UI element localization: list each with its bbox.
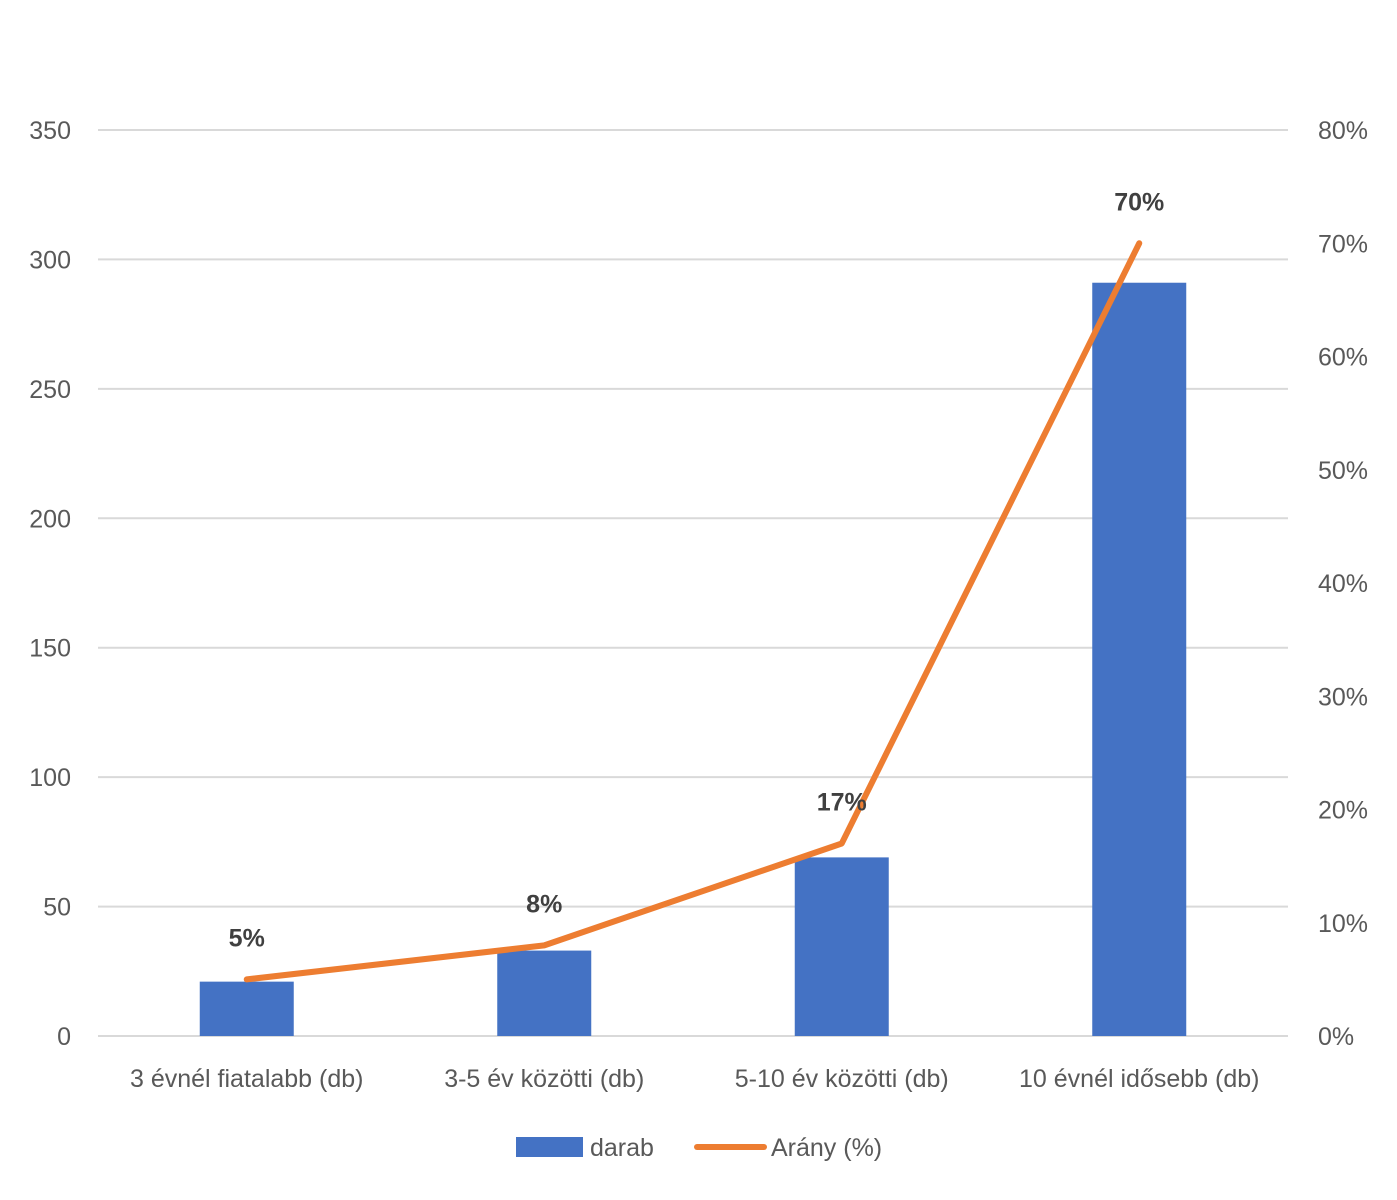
- legend-label: darab: [590, 1134, 654, 1162]
- right-axis-tick-label: 70%: [1318, 230, 1368, 258]
- right-axis-ticks: 0% 10% 20% 30% 40% 50% 60% 70% 80%: [1318, 117, 1368, 1051]
- left-axis-tick-label: 200: [29, 505, 71, 533]
- left-axis-tick-label: 50: [43, 894, 71, 922]
- line-series-arany: [243, 240, 1143, 983]
- legend-swatch-bar: [516, 1137, 583, 1157]
- left-axis-tick-label: 300: [29, 246, 71, 274]
- bar: [199, 981, 294, 1036]
- data-label: 17%: [817, 788, 867, 816]
- left-axis-tick-label: 350: [29, 117, 71, 145]
- category-label: 10 évnél idősebb (db): [1019, 1065, 1259, 1093]
- right-axis-tick-label: 0%: [1318, 1023, 1354, 1051]
- legend-label: Arány (%): [771, 1134, 882, 1162]
- bar: [497, 950, 592, 1036]
- gridlines: [98, 129, 1288, 1037]
- right-axis-tick-label: 40%: [1318, 570, 1368, 598]
- category-axis-labels: 3 évnél fiatalabb (db) 3-5 év közötti (db…: [130, 1065, 1259, 1093]
- category-label: 3 évnél fiatalabb (db): [130, 1065, 363, 1093]
- left-axis-ticks: 0 50 100 150 200 250 300 350: [29, 117, 71, 1051]
- category-label: 5-10 év közötti (db): [735, 1065, 949, 1093]
- category-label: 3-5 év közötti (db): [444, 1065, 644, 1093]
- left-axis-tick-label: 150: [29, 635, 71, 663]
- bar: [1092, 282, 1187, 1036]
- data-label: 8%: [526, 890, 562, 918]
- left-axis-tick-label: 250: [29, 376, 71, 404]
- right-axis-tick-label: 80%: [1318, 117, 1368, 145]
- left-axis-tick-label: 0: [57, 1023, 71, 1051]
- data-labels: 5% 8% 17% 70%: [229, 188, 1165, 952]
- right-axis-tick-label: 20%: [1318, 797, 1368, 825]
- legend: darab Arány (%): [516, 1134, 882, 1162]
- line-series-path: [243, 240, 1143, 983]
- bar-series-darab: [199, 282, 1187, 1036]
- data-label: 70%: [1114, 188, 1164, 216]
- right-axis-tick-label: 60%: [1318, 344, 1368, 372]
- right-axis-tick-label: 50%: [1318, 457, 1368, 485]
- bar: [794, 857, 889, 1036]
- right-axis-tick-label: 10%: [1318, 910, 1368, 938]
- right-axis-tick-label: 30%: [1318, 683, 1368, 711]
- left-axis-tick-label: 100: [29, 764, 71, 792]
- data-label: 5%: [229, 924, 265, 952]
